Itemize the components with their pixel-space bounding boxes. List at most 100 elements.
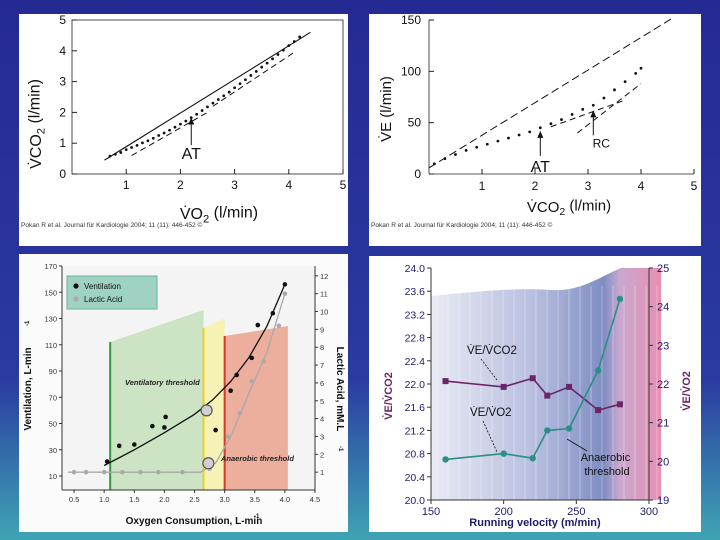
y-tick-label: 24.0 xyxy=(405,263,426,275)
data-point xyxy=(454,153,457,156)
data-point xyxy=(83,469,89,475)
x-tick-label: 2.5 xyxy=(189,495,199,504)
y-tick-label: 21.6 xyxy=(405,402,426,414)
ventilation-lactate-chart-panel: 0.5 1.0 1.5 2.0 2.5 3.0 3.5 4.0 4.5 10 30 50 70 90 110… xyxy=(19,254,348,532)
annotation-arrowhead xyxy=(537,130,544,138)
dashed-regression-line xyxy=(212,51,295,107)
y-tick-label: 23.6 xyxy=(405,286,426,298)
data-point xyxy=(544,427,551,434)
y2-tick-label: 2 xyxy=(320,450,324,459)
y-axis-label: Ventilation, L-min xyxy=(23,347,34,430)
data-point xyxy=(271,57,274,61)
data-point xyxy=(292,40,296,43)
data-point xyxy=(544,392,551,399)
data-point xyxy=(168,128,171,132)
threshold-marker xyxy=(202,457,215,470)
x-tick-label: 5 xyxy=(340,178,347,192)
series-label-leader xyxy=(482,420,498,453)
data-point xyxy=(113,152,117,156)
data-point xyxy=(507,136,510,140)
series-label-ve-vco2: V̇E/V̇CO2 xyxy=(467,344,517,357)
data-point xyxy=(496,139,500,143)
citation: Pokan R et al. Journal für Kardiologie 2… xyxy=(21,221,202,229)
x-tick-label: 300 xyxy=(640,506,658,518)
y2-tick-label: 10 xyxy=(320,308,328,317)
y-tick-label: 20.0 xyxy=(405,495,426,507)
y2-tick-label: 24 xyxy=(657,302,669,314)
label-part: V̇E (l/min) xyxy=(378,76,395,142)
data-point xyxy=(261,359,267,364)
ventilation-lactate-chart: 0.5 1.0 1.5 2.0 2.5 3.0 3.5 4.0 4.51030507090110… xyxy=(23,262,345,527)
threshold-marker xyxy=(200,404,213,417)
plot-frame xyxy=(71,19,344,175)
x-tick-label: 3 xyxy=(231,178,238,192)
series-curve-lactic-acid xyxy=(68,293,286,473)
annotation-line-1: Anaerobic xyxy=(581,452,631,464)
y2-tick-label: 3 xyxy=(320,432,324,441)
data-point xyxy=(162,131,166,135)
data-point xyxy=(131,442,137,447)
data-point xyxy=(119,151,123,154)
fit-line xyxy=(428,17,674,169)
data-point xyxy=(260,65,264,69)
legend-label-lactic-acid: Lactic Acid xyxy=(84,295,122,304)
annotation-label: RC xyxy=(593,136,611,150)
y-axis-label: V̇CO2 (l/min) xyxy=(27,79,48,169)
label-part: V̇O xyxy=(180,205,203,223)
data-point xyxy=(616,295,624,303)
data-point xyxy=(276,323,282,329)
y2-tick-label: 6 xyxy=(320,379,324,388)
data-point xyxy=(255,322,261,328)
data-point xyxy=(549,122,553,126)
y2-tick-label: 11 xyxy=(320,290,328,299)
data-point xyxy=(213,427,218,433)
data-point xyxy=(173,125,177,129)
data-point xyxy=(228,388,233,393)
data-point xyxy=(623,80,627,83)
legend-marker-lactic-acid xyxy=(73,296,79,302)
label-part: V̇CO xyxy=(527,199,560,216)
x-tick-label: 3.0 xyxy=(219,495,229,504)
annotation-label: AT xyxy=(531,159,550,176)
data-point xyxy=(570,113,574,116)
data-point xyxy=(116,443,122,449)
data-point xyxy=(566,383,573,390)
x-tick-label: 2 xyxy=(177,178,184,192)
y-tick-label: 70 xyxy=(49,393,57,402)
fit-line xyxy=(104,31,311,161)
y2-tick-label: 22 xyxy=(657,379,669,391)
y-tick-label: 100 xyxy=(401,64,421,78)
ve-vco2-chart-panel: 1 2 3 4 5 0 50 100 150 V̇E (l/min) V̇CO2 (l/min)… xyxy=(369,14,701,246)
y2-tick-label: 8 xyxy=(320,343,324,352)
ventilatory-equivalents-chart-panel: 150 200 250 300 20.0 20.4 20.8 21.2 21.6 22.0 22.4… xyxy=(369,256,701,532)
y2-tick-label: 4 xyxy=(320,415,324,424)
y2-tick-label: 12 xyxy=(320,272,328,281)
x-tick-label: 1.0 xyxy=(99,495,109,504)
dashed-regression-line xyxy=(550,99,626,128)
data-point xyxy=(119,469,125,475)
x-axis-label: V̇CO2 (l/min) xyxy=(527,198,611,219)
y-tick-label: 0 xyxy=(414,167,421,181)
y-tick-label: 150 xyxy=(44,288,57,297)
data-point xyxy=(244,78,247,82)
data-point xyxy=(565,425,573,432)
data-point xyxy=(249,74,253,77)
data-point xyxy=(517,133,521,137)
legend-label-ventilation: Ventilation xyxy=(84,282,121,291)
y-tick-label: 90 xyxy=(49,367,57,376)
data-point xyxy=(595,407,602,414)
label-subscript: 2 xyxy=(35,128,47,134)
x-axis-label: Oxygen Consumption, L-min xyxy=(126,516,263,527)
x-tick-label: 200 xyxy=(494,506,512,518)
data-point xyxy=(184,119,188,123)
threshold-zone xyxy=(203,318,225,490)
legend-box xyxy=(66,275,158,310)
data-point xyxy=(234,372,239,378)
y-tick-label: 22.4 xyxy=(405,356,426,368)
x-axis-label: Running velocity (m/min) xyxy=(469,517,601,529)
x-tick-label: 1 xyxy=(479,179,486,193)
data-point xyxy=(146,139,150,143)
x-tick-label: 1.5 xyxy=(129,495,139,504)
label-subscript: 2 xyxy=(559,206,565,218)
